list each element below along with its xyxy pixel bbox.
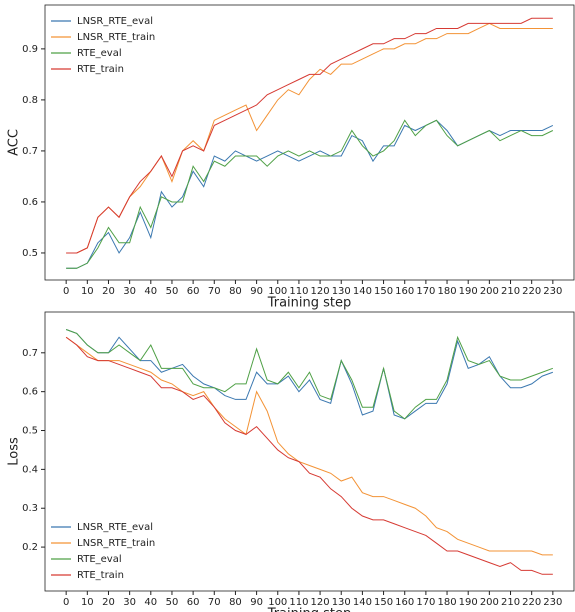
x-tick-label: 0: [63, 597, 69, 608]
x-tick-label: 200: [480, 286, 499, 297]
x-tick-label: 120: [311, 286, 330, 297]
legend-label: LNSR_RTE_train: [77, 32, 155, 43]
x-tick-label: 230: [543, 597, 562, 608]
y-tick-label: 0.6: [22, 387, 38, 398]
x-tick-label: 180: [437, 597, 456, 608]
x-tick-label: 100: [268, 597, 287, 608]
x-tick-label: 30: [123, 597, 136, 608]
legend-label: RTE_eval: [77, 554, 122, 565]
x-tick-label: 90: [250, 286, 263, 297]
x-tick-label: 200: [480, 597, 499, 608]
x-tick-label: 90: [250, 597, 263, 608]
x-tick-label: 50: [166, 597, 179, 608]
series-line: [66, 17, 553, 254]
axes-frame: [44, 311, 575, 592]
y-tick-label: 0.7: [22, 348, 38, 359]
series-line: [66, 119, 554, 269]
x-tick-label: 160: [395, 286, 414, 297]
series-line: [65, 329, 554, 420]
x-tick-label: 80: [229, 597, 242, 608]
x-tick-label: 110: [289, 597, 308, 608]
x-tick-label: 120: [311, 597, 330, 608]
legend-label: RTE_eval: [77, 48, 122, 59]
y-tick-label: 0.5: [22, 426, 38, 437]
x-tick-label: 230: [543, 286, 562, 297]
x-tick-label: 220: [522, 286, 541, 297]
x-tick-label: 190: [459, 597, 478, 608]
legend-label: LNSR_RTE_eval: [77, 522, 153, 533]
x-tick-label: 70: [208, 286, 221, 297]
y-tick-label: 0.7: [22, 146, 38, 157]
x-tick-label: 190: [459, 286, 478, 297]
x-tick-label: 140: [353, 597, 372, 608]
series-line: [66, 22, 553, 254]
y-tick-label: 0.2: [22, 542, 38, 553]
x-tick-label: 210: [501, 597, 520, 608]
y-tick-label: 0.8: [22, 95, 38, 106]
x-tick-label: 80: [229, 286, 242, 297]
x-tick-label: 210: [501, 286, 520, 297]
y-tick-label: 0.4: [22, 464, 38, 475]
y-tick-label: 0.3: [22, 503, 38, 514]
x-tick-label: 10: [81, 597, 94, 608]
series-line: [66, 119, 554, 269]
y-tick-label: 0.6: [22, 197, 38, 208]
x-axis-label: Training step: [267, 296, 352, 311]
y-axis-label: Loss: [7, 437, 22, 466]
series-line: [65, 336, 553, 556]
x-tick-label: 150: [374, 286, 393, 297]
x-tick-label: 140: [353, 286, 372, 297]
legend-label: LNSR_RTE_eval: [77, 16, 153, 27]
x-tick-label: 30: [123, 286, 136, 297]
x-tick-label: 180: [437, 286, 456, 297]
x-tick-label: 220: [522, 597, 541, 608]
x-tick-label: 160: [395, 597, 414, 608]
x-tick-label: 60: [187, 597, 200, 608]
y-axis-label: ACC: [7, 129, 22, 156]
x-tick-label: 20: [102, 597, 115, 608]
legend-label: LNSR_RTE_train: [77, 538, 155, 549]
x-tick-label: 170: [416, 286, 435, 297]
axes-frame: [44, 4, 575, 281]
x-tick-label: 60: [187, 286, 200, 297]
y-tick-label: 0.5: [22, 248, 38, 259]
series-line: [65, 329, 554, 420]
y-tick-label: 0.9: [22, 44, 38, 55]
x-tick-label: 40: [144, 286, 157, 297]
legend-label: RTE_train: [77, 64, 124, 75]
x-tick-label: 110: [289, 286, 308, 297]
x-tick-label: 150: [374, 597, 393, 608]
x-tick-label: 130: [332, 286, 351, 297]
x-tick-label: 20: [102, 286, 115, 297]
x-tick-label: 170: [416, 597, 435, 608]
x-tick-label: 100: [268, 286, 287, 297]
x-tick-label: 130: [332, 597, 351, 608]
legend-label: RTE_train: [77, 570, 124, 581]
x-tick-label: 0: [63, 286, 69, 297]
x-tick-label: 10: [81, 286, 94, 297]
x-tick-label: 50: [166, 286, 179, 297]
x-axis-label: Training step: [267, 607, 352, 612]
x-tick-label: 70: [208, 597, 221, 608]
series-line: [65, 336, 553, 575]
x-tick-label: 40: [144, 597, 157, 608]
